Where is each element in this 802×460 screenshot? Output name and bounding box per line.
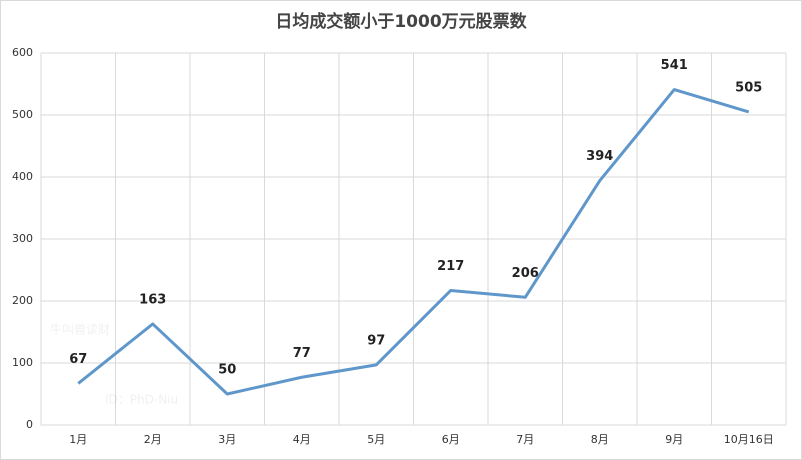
data-label: 206 [512, 266, 539, 281]
data-label: 217 [437, 259, 464, 274]
y-tick-label: 100 [12, 356, 33, 369]
data-label: 77 [293, 346, 311, 361]
x-tick-label: 9月 [665, 433, 683, 446]
x-tick-label: 7月 [516, 433, 534, 446]
watermark: ID：PhD-Niu [105, 393, 178, 407]
y-tick-label: 300 [12, 232, 33, 245]
x-tick-label: 10月16日 [724, 433, 774, 446]
y-tick-label: 200 [12, 294, 33, 307]
line-series [77, 88, 750, 396]
y-tick-label: 600 [12, 46, 33, 59]
y-tick-label: 500 [12, 108, 33, 121]
x-tick-label: 2月 [144, 433, 162, 446]
x-tick-label: 8月 [591, 433, 609, 446]
x-tick-label: 5月 [367, 433, 385, 446]
data-label: 50 [218, 363, 236, 378]
data-label: 394 [586, 149, 613, 164]
x-tick-label: 1月 [69, 433, 87, 446]
data-label: 67 [69, 352, 87, 367]
x-tick-label: 6月 [442, 433, 460, 446]
watermark: 牛叫兽读财 [50, 322, 110, 337]
data-label: 505 [735, 80, 762, 95]
y-tick-label: 400 [12, 170, 33, 183]
data-label: 541 [661, 58, 688, 73]
x-tick-label: 3月 [218, 433, 236, 446]
y-tick-label: 0 [26, 418, 33, 431]
x-tick-label: 4月 [293, 433, 311, 446]
chart-title: 日均成交额小于1000万元股票数 [275, 11, 527, 32]
data-label: 163 [139, 292, 166, 307]
data-label: 97 [367, 333, 385, 348]
